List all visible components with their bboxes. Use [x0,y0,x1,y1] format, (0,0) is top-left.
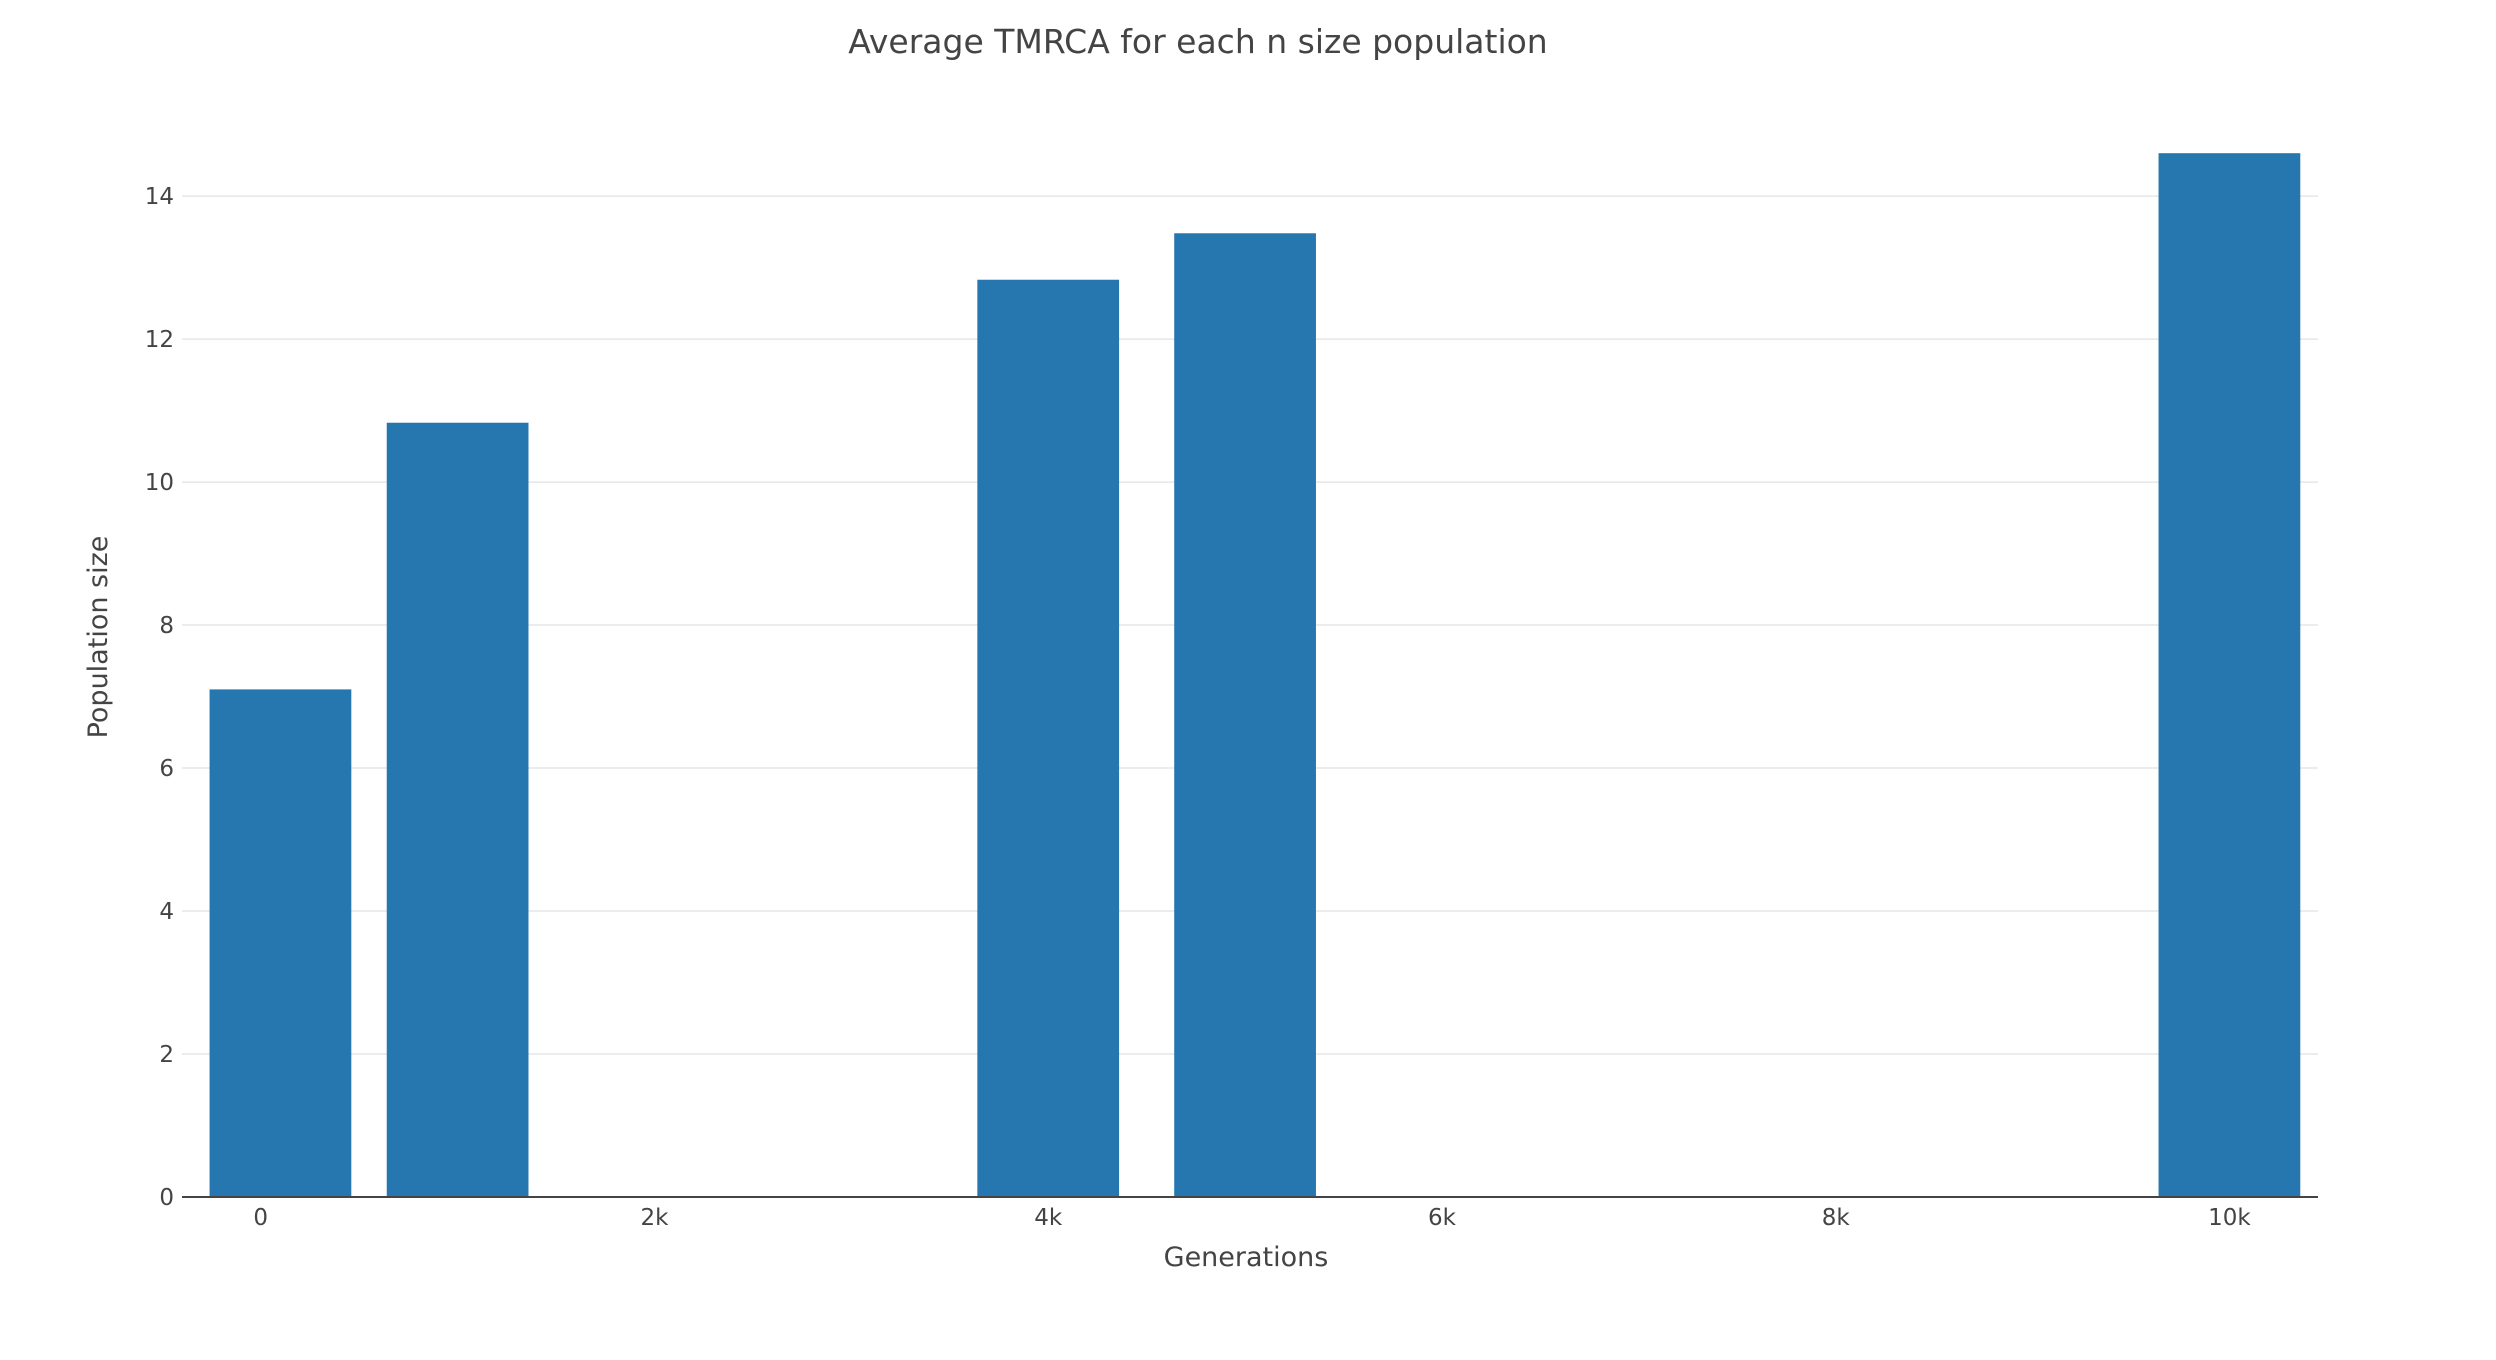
y-tick-label: 0 [159,1185,174,1211]
x-tick-label: 0 [253,1205,268,1231]
y-axis-title: Population size [83,536,114,739]
bar [2158,153,2301,1197]
y-axis-ticks: 0 2 4 6 8 10 12 14 [145,184,174,1211]
y-tick-label: 14 [145,184,174,210]
x-tick-label: 2k [641,1205,670,1231]
y-tick-label: 12 [145,327,174,353]
x-tick-label: 8k [1822,1205,1851,1231]
y-tick-label: 6 [159,756,174,782]
x-tick-label: 10k [2208,1205,2251,1231]
y-tick-label: 8 [159,613,174,639]
y-tick-label: 4 [159,899,174,925]
x-axis-title: Generations [1164,1242,1329,1273]
y-tick-label: 10 [145,470,174,496]
x-axis-ticks: 0 2k 4k 6k 8k 10k [253,1205,2251,1231]
bar [386,422,529,1197]
bar [209,689,352,1197]
bar [1174,233,1316,1198]
x-tick-label: 6k [1428,1205,1457,1231]
bar-series [209,153,2301,1198]
y-tick-label: 2 [159,1042,174,1068]
bar [977,279,1120,1198]
x-tick-label: 4k [1034,1205,1063,1231]
chart-title: Average TMRCA for each n size population [848,22,1547,61]
